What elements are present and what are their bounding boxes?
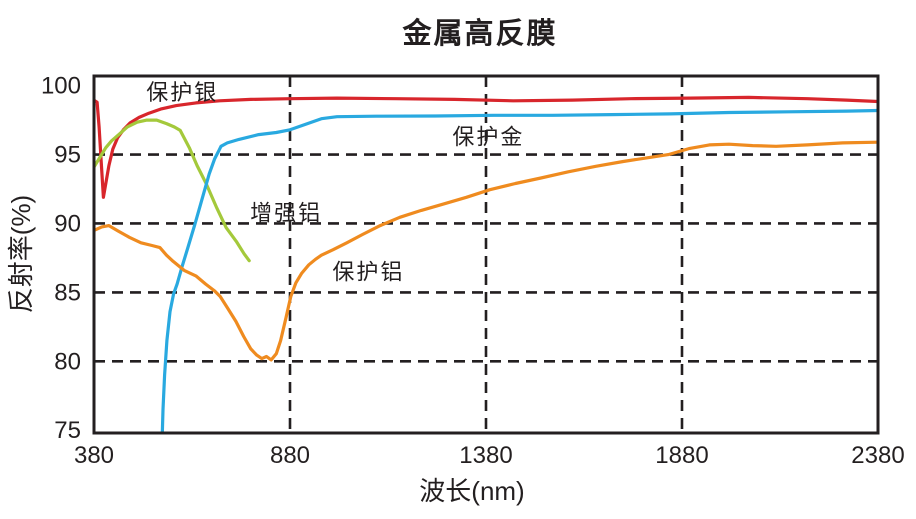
x-tick-label: 1880 — [655, 442, 708, 469]
plot-border — [92, 74, 880, 435]
x-tick-label: 380 — [74, 442, 114, 469]
series-line-保护银 — [94, 95, 878, 199]
series-line-增强铝 — [94, 118, 251, 263]
x-tick-label: 1380 — [459, 442, 512, 469]
series-line-保护铝 — [94, 140, 878, 362]
x-axis-title: 波长(nm) — [419, 476, 524, 506]
y-tick-label: 100 — [41, 73, 81, 100]
series-line-保护金 — [160, 108, 878, 433]
x-tick-label: 2380 — [851, 442, 904, 469]
y-tick-label: 75 — [54, 417, 81, 444]
y-axis-title: 反射率(%) — [6, 195, 36, 313]
series-label-保护铝: 保护铝 — [332, 260, 404, 285]
x-tick-label: 880 — [270, 442, 310, 469]
series-label-增强铝: 增强铝 — [250, 200, 322, 225]
y-tick-label: 80 — [54, 348, 81, 375]
y-tick-label: 90 — [54, 210, 81, 237]
y-tick-label: 95 — [54, 142, 81, 169]
axes-box — [92, 74, 880, 435]
series-label-保护金: 保护金 — [452, 125, 524, 150]
series-lines — [94, 95, 878, 433]
chart-title: 金属高反膜 — [401, 16, 557, 50]
y-tick-label: 85 — [54, 279, 81, 306]
series-label-保护银: 保护银 — [146, 80, 218, 105]
